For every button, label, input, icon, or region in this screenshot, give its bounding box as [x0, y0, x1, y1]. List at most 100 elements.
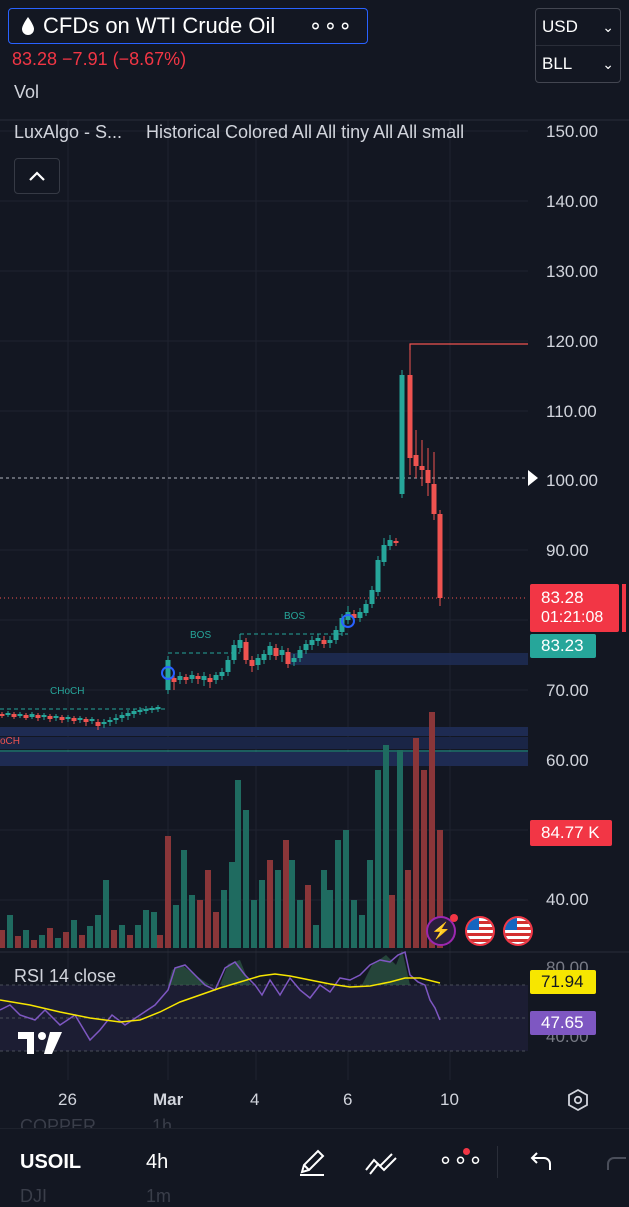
more-options-icon[interactable]: ∘∘∘: [308, 13, 353, 38]
volume-bar: [79, 935, 85, 948]
symbol-search-box[interactable]: CFDs on WTI Crude Oil ∘∘∘: [8, 8, 368, 44]
notification-dot: [463, 1148, 470, 1155]
volume-bar: [181, 850, 187, 948]
volume-bar: [135, 925, 141, 948]
drawing-tools-icon[interactable]: [364, 1146, 397, 1178]
candle-body: [327, 640, 333, 643]
candle-body: [59, 717, 65, 720]
pencil-draw-icon[interactable]: [296, 1146, 328, 1178]
candle-body: [107, 720, 113, 722]
order-block: [290, 653, 528, 665]
volume-bar: [71, 920, 77, 948]
candle-body: [225, 660, 231, 672]
settings-hexagon-icon[interactable]: [566, 1088, 590, 1112]
candle-body: [243, 642, 249, 660]
candle-body: [291, 658, 297, 662]
volume-bar: [189, 895, 195, 948]
unit-value: BLL: [542, 54, 573, 73]
price-tick: 110.00: [546, 402, 597, 421]
candle-body: [369, 590, 375, 604]
volume-bar: [405, 870, 411, 948]
candle-body: [83, 719, 89, 722]
interval-picker[interactable]: 4h: [146, 1151, 169, 1173]
candle-body: [237, 640, 243, 648]
volume-bar: [367, 860, 373, 948]
candle-body: [255, 658, 261, 665]
candle-body: [381, 545, 387, 562]
rsi-ma-tag: 71.94: [530, 970, 596, 994]
volume-legend[interactable]: Vol: [14, 82, 40, 102]
current-price-tag: 83.28 01:21:08: [530, 584, 619, 632]
volume-bar: [251, 900, 257, 948]
rsi-line: [0, 950, 441, 1042]
time-tick: Mar: [153, 1090, 184, 1109]
volume-bar: [229, 862, 235, 948]
volume-bar: [127, 935, 133, 948]
candle-body: [125, 713, 131, 716]
volume-bar: [313, 925, 319, 948]
candle-body: [29, 714, 35, 717]
candle-body: [155, 707, 161, 709]
candle-body: [195, 676, 201, 679]
volume-bar: [389, 895, 395, 948]
order-block: [0, 737, 528, 749]
volume-bar: [297, 900, 303, 948]
candle-body: [11, 714, 17, 717]
candle-body: [189, 675, 195, 679]
candle-body: [149, 708, 155, 710]
currency-select[interactable]: USD ⌄: [536, 9, 620, 45]
candle-body: [363, 604, 369, 613]
indicator-legend-name[interactable]: LuxAlgo - S...: [14, 122, 123, 142]
candle-body: [431, 484, 437, 514]
more-tools-icon[interactable]: ∘∘∘: [438, 1147, 484, 1174]
choch-label: oCH: [0, 736, 20, 747]
volume-bar: [31, 940, 37, 948]
volume-bar: [283, 840, 289, 948]
volume-bar: [375, 770, 381, 948]
volume-bar: [289, 860, 295, 948]
candle-body: [407, 375, 413, 458]
candle-body: [303, 644, 309, 650]
candle-body: [137, 710, 143, 712]
candle-body: [95, 722, 101, 726]
indicator-legend-params: Historical Colored All All tiny All All …: [146, 122, 465, 142]
rsi-legend[interactable]: RSI 14 close: [14, 966, 117, 986]
candle-body: [5, 713, 11, 715]
price-tick: 150.00: [546, 122, 598, 141]
collapse-legend-button[interactable]: [14, 158, 60, 194]
volume-bar: [213, 912, 219, 948]
volume-bar: [305, 885, 311, 948]
candle-body: [261, 654, 267, 660]
unit-select[interactable]: BLL ⌄: [536, 45, 620, 82]
candle-body: [89, 719, 95, 721]
current-price-value: 83.28: [541, 588, 584, 607]
us-flag-event-icon[interactable]: [503, 916, 533, 946]
volume-bar: [429, 712, 435, 948]
time-tick: 26: [58, 1090, 77, 1109]
interval-picker-below: 1m: [146, 1186, 172, 1206]
candle-body: [219, 672, 225, 676]
candle-body: [437, 514, 443, 598]
candle-body: [425, 470, 431, 483]
undo-icon[interactable]: [526, 1146, 558, 1178]
candle-body: [53, 716, 59, 718]
volume-bars: [0, 712, 443, 948]
us-flag-event-icon[interactable]: [465, 916, 495, 946]
candle-body: [393, 541, 399, 543]
candle-body: [357, 612, 363, 618]
redo-icon[interactable]: [600, 1146, 629, 1178]
volume-bar: [275, 870, 281, 948]
price-tick: 70.00: [546, 681, 589, 700]
symbol-title: CFDs on WTI Crude Oil: [43, 13, 276, 38]
high-level-line: [409, 343, 528, 350]
volume-bar: [267, 860, 273, 948]
order-block: [0, 727, 528, 736]
chevron-down-icon: ⌄: [602, 18, 614, 35]
time-tick: 4: [250, 1090, 260, 1109]
price-tick: 100.00: [546, 471, 598, 490]
candle-body: [71, 718, 77, 721]
tradingview-logo[interactable]: [18, 1030, 66, 1064]
symbol-picker[interactable]: USOIL: [20, 1151, 82, 1173]
time-tick: 6: [343, 1090, 353, 1109]
